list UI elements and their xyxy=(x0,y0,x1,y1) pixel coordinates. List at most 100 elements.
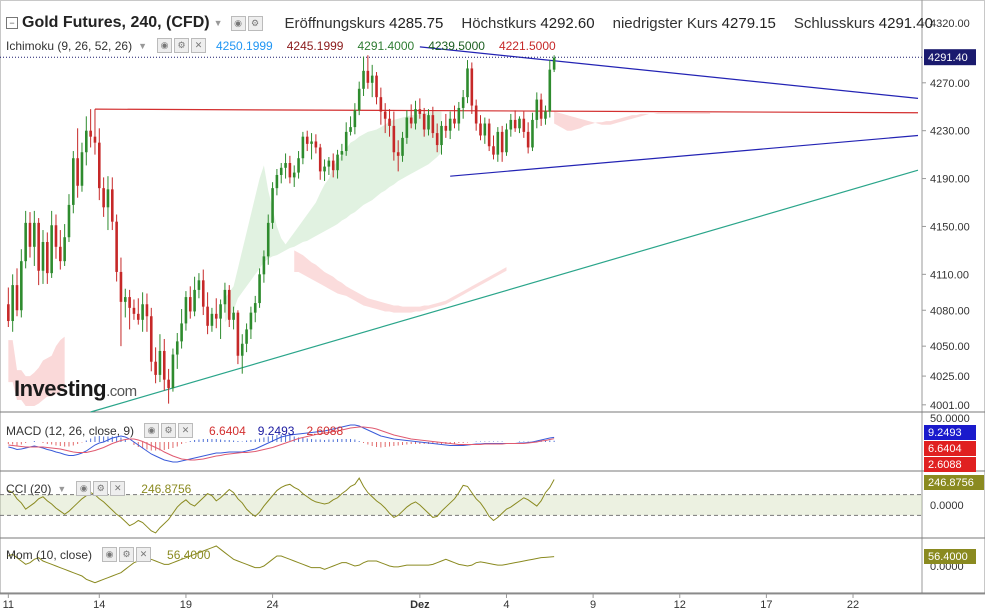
candle-body xyxy=(240,343,244,356)
cci-label[interactable]: CCI (20) xyxy=(6,481,52,496)
candle-body xyxy=(97,142,101,189)
ichimoku-value-5: 4221.5000 xyxy=(498,38,556,53)
mom-controls: ◉ ⚙ ✕ xyxy=(102,547,152,562)
candle-body xyxy=(357,88,361,111)
candle-body xyxy=(414,109,417,124)
candle-body xyxy=(427,115,430,130)
candle-body xyxy=(418,109,422,114)
eye-icon[interactable]: ◉ xyxy=(102,547,118,562)
low-label: niedrigster Kurs xyxy=(612,14,718,32)
chevron-down-icon[interactable]: ▼ xyxy=(138,40,147,51)
candle-body xyxy=(318,147,322,172)
candle-body xyxy=(24,222,27,262)
candle-body xyxy=(223,289,227,305)
candle-body xyxy=(227,289,231,320)
candle-body xyxy=(470,68,474,106)
ichimoku-cloud xyxy=(8,111,711,407)
candle-body xyxy=(46,242,49,274)
collapse-icon[interactable]: − xyxy=(6,17,18,29)
cloud-area xyxy=(224,111,442,323)
candle-body xyxy=(11,285,14,322)
open-label: Eröffnungskurs xyxy=(284,14,386,32)
eye-icon[interactable]: ◉ xyxy=(76,481,92,496)
cci-line xyxy=(8,477,555,534)
chevron-down-icon[interactable]: ▼ xyxy=(57,483,67,494)
candle-body xyxy=(167,379,170,389)
header-controls: ◉ ⚙ xyxy=(230,15,263,31)
high-value: 4292.60 xyxy=(540,14,595,32)
macd-badge-text: 2.6088 xyxy=(928,459,962,471)
candle-body xyxy=(349,127,352,132)
candle-body xyxy=(262,256,266,275)
candle-body xyxy=(206,306,209,326)
candle-body xyxy=(102,188,105,208)
candle-body xyxy=(552,57,556,70)
symbol-header: − Gold Futures, 240, (CFD) ▼ ◉ ⚙ Eröffnun… xyxy=(6,14,933,32)
candle-body xyxy=(184,297,188,324)
candle-body xyxy=(323,166,326,172)
candle-body xyxy=(188,297,192,312)
candle-body xyxy=(236,312,240,356)
gear-icon[interactable]: ⚙ xyxy=(119,547,135,562)
candle-body xyxy=(362,70,365,89)
candle-body xyxy=(128,297,131,308)
candle-body xyxy=(401,137,404,156)
eye-icon[interactable]: ◉ xyxy=(230,15,246,31)
eye-icon[interactable]: ◉ xyxy=(157,38,172,53)
chevron-down-icon[interactable]: ▼ xyxy=(213,18,223,28)
cci-badge-text: 246.8756 xyxy=(928,477,974,489)
macd-badge xyxy=(924,425,976,440)
symbol-title[interactable]: Gold Futures, 240, (CFD) xyxy=(22,14,210,31)
candle-body xyxy=(327,160,331,167)
gear-icon[interactable]: ⚙ xyxy=(247,15,263,31)
gear-icon[interactable]: ⚙ xyxy=(174,38,189,53)
cloud-area xyxy=(8,336,65,407)
candle-body xyxy=(72,158,75,205)
candle-body xyxy=(505,129,508,153)
candle-body xyxy=(214,313,218,319)
candle-body xyxy=(197,280,201,290)
candle-body xyxy=(422,113,426,130)
ichimoku-value-3: 4291.4000 xyxy=(357,38,415,53)
candle-body xyxy=(284,163,287,168)
candle-body xyxy=(496,131,500,155)
candle-body xyxy=(500,131,504,153)
candle-body xyxy=(258,274,261,304)
candle-body xyxy=(271,188,274,223)
trendline-triangle-upper xyxy=(419,46,919,99)
close-icon[interactable]: ✕ xyxy=(178,423,194,438)
time-tick-label: 14 xyxy=(93,599,105,611)
time-tick-label: 11 xyxy=(3,599,14,611)
mom-label[interactable]: Mom (10, close) xyxy=(6,547,93,562)
macd-controls: ◉ ⚙ ✕ xyxy=(144,423,194,438)
close-icon[interactable]: ✕ xyxy=(191,38,206,53)
close-icon[interactable]: ✕ xyxy=(110,481,126,496)
candle-body xyxy=(548,69,552,112)
gear-icon[interactable]: ⚙ xyxy=(161,423,177,438)
candle-body xyxy=(396,152,400,156)
candle-body xyxy=(85,130,88,153)
candle-body xyxy=(375,75,378,98)
macd-badge-text: 6.6404 xyxy=(928,443,962,455)
cci-tick-label: 0.0000 xyxy=(930,500,964,512)
ichimoku-label[interactable]: Ichimoku (9, 26, 52, 26) xyxy=(6,38,133,53)
eye-icon[interactable]: ◉ xyxy=(144,423,160,438)
macd-label[interactable]: MACD (12, 26, close, 9) xyxy=(6,423,135,438)
macd-badge xyxy=(924,441,976,456)
candle-body xyxy=(288,163,292,178)
candle-body xyxy=(388,118,391,126)
candle-body xyxy=(132,307,136,314)
macd-value-signal: 2.6088 xyxy=(306,423,344,438)
gear-icon[interactable]: ⚙ xyxy=(93,481,109,496)
close-icon[interactable]: ✕ xyxy=(136,547,152,562)
cci-controls: ◉ ⚙ ✕ xyxy=(76,481,126,496)
last-price-badge-text: 4291.40 xyxy=(928,52,968,64)
cci-badge xyxy=(924,475,984,490)
candle-body xyxy=(344,131,348,152)
candle-body xyxy=(305,136,309,144)
candle-body xyxy=(20,261,23,311)
mom-line xyxy=(8,545,555,584)
price-axis: 4320.00 4270.00 4230.00 4190.00 4150.00 4110.… xyxy=(922,18,976,412)
